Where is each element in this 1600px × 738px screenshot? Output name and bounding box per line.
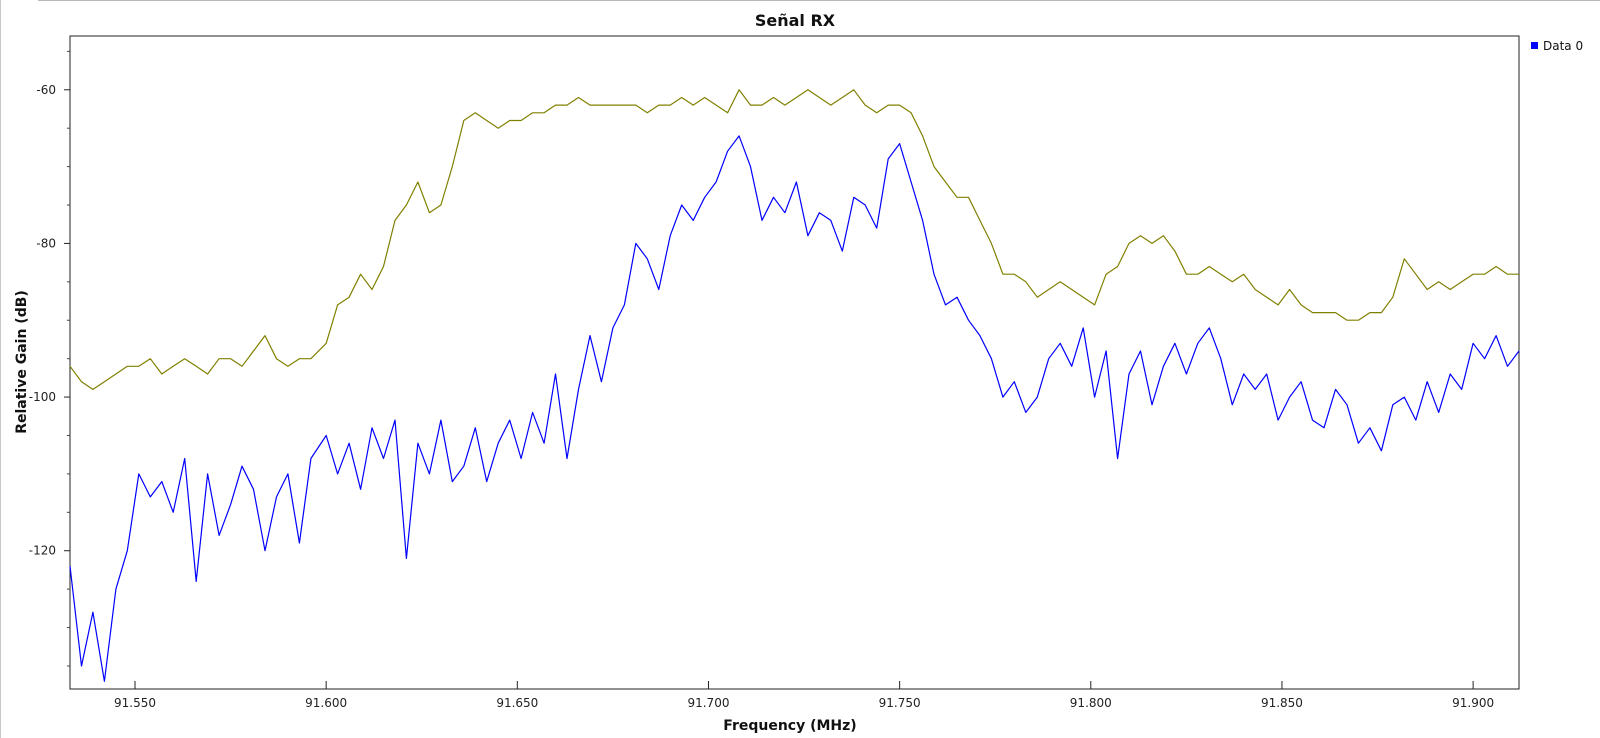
y-axis-label: Relative Gain (dB) — [14, 290, 30, 434]
x-axis-label: Frequency (MHz) — [723, 718, 856, 734]
chart-title: Señal RX — [755, 11, 836, 30]
y-tick-label: -60 — [36, 83, 56, 97]
plot-area[interactable]: 91.550 91.600 91.650 91.700 91.750 91.800 91.8… — [29, 35, 1520, 710]
x-tick-label: 91.650 — [496, 696, 538, 710]
legend[interactable]: Data 0 — [1531, 39, 1583, 53]
x-axis: 91.550 91.600 91.650 91.700 91.750 91.800 91.8… — [114, 681, 1494, 710]
x-tick-label: 91.800 — [1070, 696, 1112, 710]
series-layer — [69, 89, 1520, 682]
x-tick-label: 91.900 — [1452, 696, 1494, 710]
series-line-data-0 — [69, 135, 1520, 682]
x-tick-label: 91.550 — [114, 696, 156, 710]
y-axis: -60 -80 -100 -120 — [29, 50, 70, 667]
legend-marker-data-0 — [1531, 42, 1538, 49]
plot-frame — [69, 35, 1520, 690]
x-tick-label: 91.700 — [687, 696, 729, 710]
x-tick-label: 91.600 — [305, 696, 347, 710]
y-tick-label: -80 — [36, 236, 56, 250]
x-tick-label: 91.750 — [879, 696, 921, 710]
window-left-border — [0, 0, 1, 738]
legend-label-data-0: Data 0 — [1543, 39, 1583, 53]
window-top-border — [38, 0, 1600, 1]
series-line-max-hold — [69, 89, 1519, 390]
y-tick-label: -100 — [29, 390, 56, 404]
x-tick-label: 91.850 — [1261, 696, 1303, 710]
y-tick-label: -120 — [29, 544, 56, 558]
